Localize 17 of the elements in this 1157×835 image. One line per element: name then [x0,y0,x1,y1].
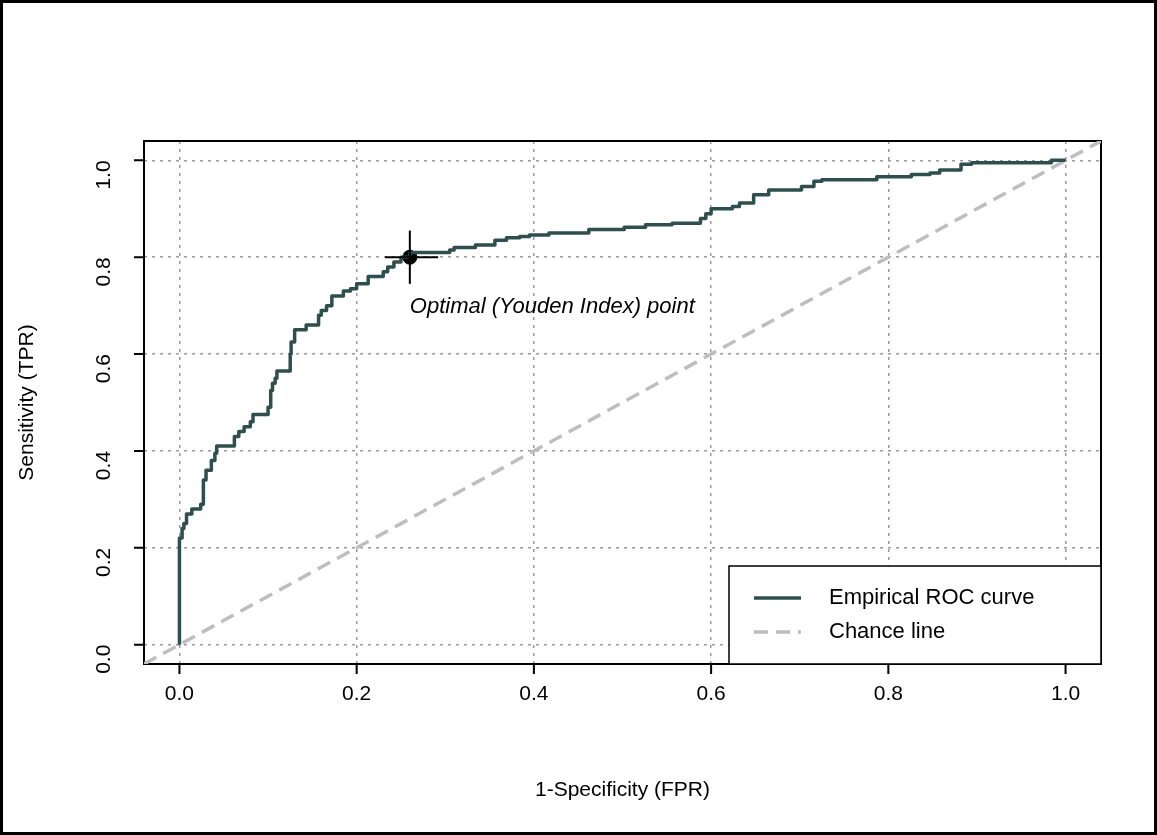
y-tick-label: 0.0 [90,644,114,674]
x-axis-title: 1-Specificity (FPR) [534,777,711,801]
x-tick-label: 0.2 [342,681,372,705]
y-tick-label: 0.8 [90,257,114,287]
y-tick-label: 1.0 [90,160,114,190]
x-tick-label: 0.4 [519,681,549,705]
x-tick-label: 1.0 [1050,681,1081,705]
legend-label: Chance line [829,618,946,644]
annotation: Optimal (Youden Index) point [409,293,696,319]
y-tick-label: 0.4 [90,450,114,481]
x-tick-label: 0.6 [696,681,726,705]
legend-label: Empirical ROC curve [829,584,1035,610]
y-axis-title: Sensitivity (TPR) [14,324,38,481]
y-tick-label: 0.2 [90,547,114,577]
x-tick-label: 0.8 [873,681,903,705]
y-tick-label: 0.6 [90,354,114,384]
x-tick-label: 0.0 [164,681,195,705]
